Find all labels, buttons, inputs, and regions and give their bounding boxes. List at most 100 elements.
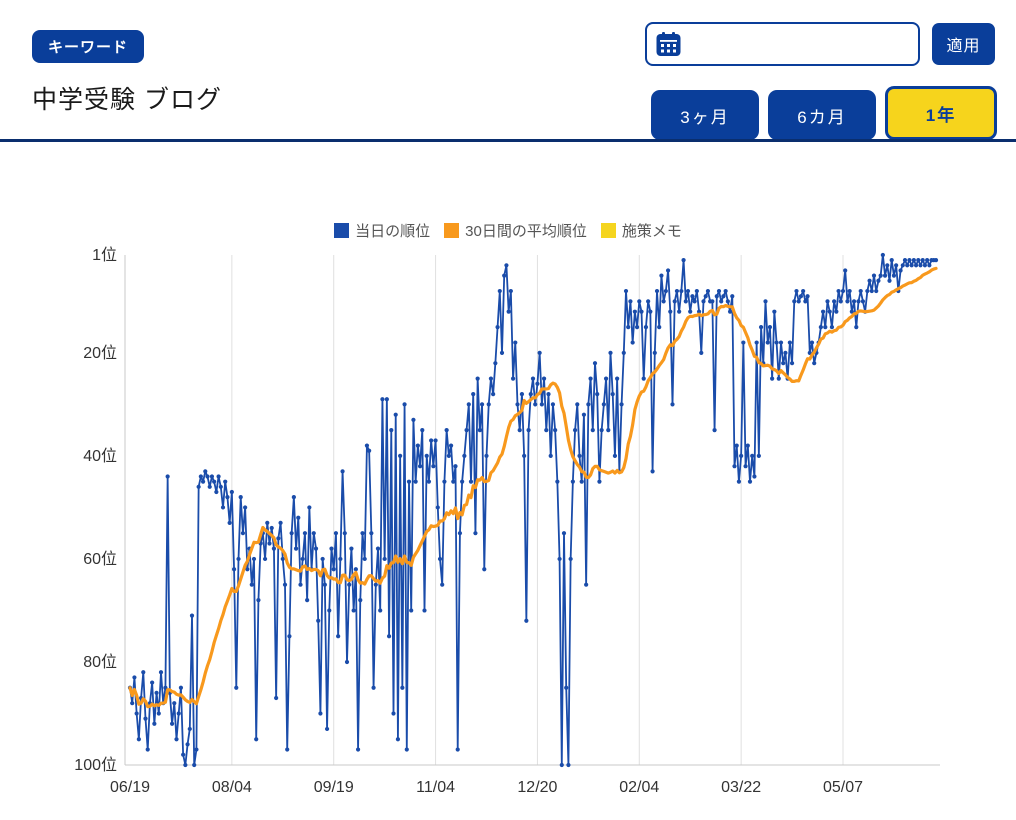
daily-rank-point xyxy=(530,376,536,381)
daily-rank-point xyxy=(913,263,919,268)
daily-rank-point xyxy=(154,690,159,695)
daily-rank-point xyxy=(517,428,522,433)
y-tick-label: 20位 xyxy=(83,344,117,362)
period-button-1year[interactable]: 1年 xyxy=(885,86,997,140)
daily-rank-point xyxy=(479,402,485,407)
daily-rank-point xyxy=(214,489,219,495)
daily-rank-point xyxy=(615,376,620,381)
daily-rank-point xyxy=(493,361,498,366)
daily-rank-point xyxy=(375,546,381,551)
daily-rank-point xyxy=(599,428,604,433)
daily-rank-point xyxy=(471,391,476,397)
daily-rank-point xyxy=(426,479,432,484)
daily-rank-point xyxy=(776,376,781,381)
daily-rank-point xyxy=(234,685,239,690)
daily-rank-point xyxy=(274,695,279,701)
daily-rank-point xyxy=(767,325,773,330)
daily-rank-point xyxy=(659,273,664,278)
daily-rank-point xyxy=(415,443,420,448)
daily-rank-point xyxy=(296,515,301,520)
daily-rank-point xyxy=(378,608,383,613)
daily-rank-point xyxy=(747,479,753,484)
daily-rank-point xyxy=(411,417,416,422)
daily-rank-point xyxy=(579,479,584,484)
daily-rank-point xyxy=(519,391,525,397)
daily-rank-point xyxy=(386,634,392,639)
daily-rank-point xyxy=(763,299,768,304)
daily-rank-point xyxy=(548,453,553,459)
daily-rank-point xyxy=(714,294,719,299)
daily-rank-point xyxy=(856,299,861,304)
daily-rank-point xyxy=(174,737,179,742)
daily-rank-point xyxy=(626,325,631,330)
date-range-input[interactable] xyxy=(690,23,910,65)
daily-rank-point xyxy=(473,531,478,536)
daily-rank-point xyxy=(716,288,722,294)
rank-chart: 06/19 08/04 09/19 11/04 12/20 02/04 03/22 05/07… xyxy=(74,246,940,796)
daily-rank-point xyxy=(843,268,848,273)
daily-rank-point xyxy=(765,340,770,345)
period-button-3months[interactable]: 3ヶ月 xyxy=(651,90,759,140)
daily-rank-point xyxy=(918,263,923,268)
daily-rank-point xyxy=(136,737,141,742)
daily-rank-point xyxy=(404,747,409,752)
daily-rank-point xyxy=(590,428,595,433)
legend-item-memo: 施策メモ xyxy=(600,220,682,241)
daily-rank-point xyxy=(271,546,277,551)
daily-rank-point xyxy=(528,391,533,397)
daily-rank-point xyxy=(705,288,711,294)
daily-rank-point xyxy=(898,268,903,273)
daily-rank-point xyxy=(130,701,135,706)
daily-rank-point xyxy=(909,263,914,268)
daily-rank-point xyxy=(712,428,717,433)
date-range-picker[interactable] xyxy=(645,22,920,66)
daily-rank-point xyxy=(874,288,879,294)
daily-rank-point xyxy=(685,288,691,294)
daily-rank-point xyxy=(362,556,367,562)
daily-rank-point xyxy=(238,495,243,500)
daily-rank-point xyxy=(794,288,799,294)
y-tick-label: 60位 xyxy=(83,550,117,568)
daily-rank-point xyxy=(475,376,480,381)
daily-rank-point xyxy=(798,294,804,299)
daily-rank-point xyxy=(845,299,850,304)
daily-rank-point xyxy=(369,531,374,536)
daily-rank-point xyxy=(497,288,502,294)
daily-rank-point xyxy=(637,299,642,304)
daily-rank-point xyxy=(442,479,447,484)
daily-rank-point xyxy=(212,479,217,484)
daily-rank-point xyxy=(216,474,221,479)
daily-rank-point xyxy=(486,402,491,407)
daily-rank-point xyxy=(789,361,795,366)
daily-rank-point xyxy=(770,376,775,381)
daily-rank-point xyxy=(823,325,828,330)
daily-rank-point xyxy=(922,263,928,268)
daily-rank-point xyxy=(194,747,199,752)
daily-rank-point xyxy=(772,309,777,314)
period-button-6months[interactable]: 6カ月 xyxy=(768,90,876,140)
chart-legend: 当日の順位 30日間の平均順位 施策メモ xyxy=(0,220,1016,241)
daily-rank-point xyxy=(628,299,633,304)
legend-item-average-rank: 30日間の平均順位 xyxy=(444,220,587,241)
daily-rank-point xyxy=(920,258,925,263)
apply-button[interactable]: 適用 xyxy=(932,23,995,65)
daily-rank-point xyxy=(683,299,688,304)
daily-rank-point xyxy=(320,556,325,562)
daily-rank-point xyxy=(916,258,921,263)
daily-rank-point xyxy=(391,711,396,716)
daily-rank-point xyxy=(477,428,482,433)
daily-rank-point xyxy=(316,618,321,623)
daily-rank-point xyxy=(349,546,354,551)
daily-rank-point xyxy=(422,608,427,613)
calendar-icon[interactable] xyxy=(655,31,682,58)
daily-rank-point xyxy=(207,484,212,489)
daily-rank-point xyxy=(231,567,237,572)
daily-rank-point xyxy=(313,546,319,551)
daily-rank-point xyxy=(322,582,327,587)
daily-rank-point xyxy=(143,716,148,721)
daily-rank-point xyxy=(818,325,823,330)
daily-rank-point xyxy=(739,453,744,459)
daily-rank-point xyxy=(178,685,184,690)
daily-rank-point xyxy=(927,263,932,268)
daily-rank-point xyxy=(723,288,728,294)
